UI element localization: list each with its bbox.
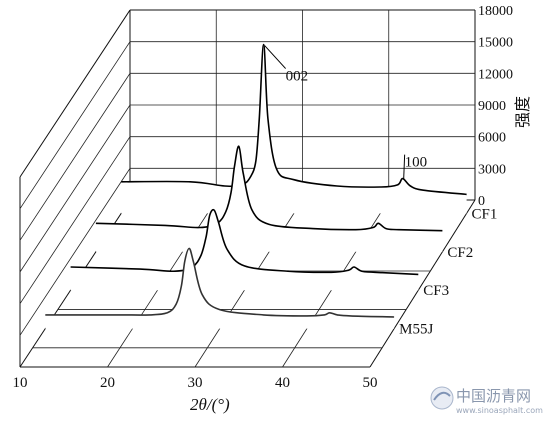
series-label-cf1: CF1: [472, 206, 498, 222]
x-tick-label: 40: [275, 375, 290, 391]
watermark-logo-icon-arc: [433, 391, 451, 401]
series-line-m55j: [45, 247, 395, 318]
y-tick-label: 9000: [478, 99, 506, 114]
series-mask: [45, 248, 395, 329]
side-wall-gridline: [19, 168, 131, 336]
series-mask: [95, 146, 443, 252]
watermark-title: 中国沥青网: [456, 387, 531, 405]
x-tick-label: 10: [13, 375, 28, 391]
x-axis-title: 2θ/(°): [190, 395, 230, 414]
y-tick-label: 18000: [478, 4, 513, 19]
y-tick-label: 6000: [478, 131, 506, 146]
x-tick-label: 30: [188, 375, 203, 391]
watermark: 中国沥青网 www.sinoasphalt.com: [430, 386, 543, 415]
series-label-m55j: M55J: [399, 322, 433, 338]
x-tick-label: 20: [100, 375, 115, 391]
watermark-logo-icon: [430, 386, 454, 410]
series-mask: [70, 209, 419, 291]
series-curves: [45, 43, 467, 329]
chart-labels: 10 20 30 40 50 0 3000 6000 9000 12000 15000 18000 CF…: [13, 4, 514, 391]
y-tick-label: 15000: [478, 36, 513, 51]
y-tick-label: 0: [478, 194, 485, 209]
series-line-cf1: [121, 43, 467, 196]
side-wall-top-edge: [19, 9, 131, 178]
series-mask: [121, 44, 467, 214]
side-wall-gridline: [19, 73, 131, 241]
x-tick-label: 50: [363, 375, 378, 391]
series-label-cf2: CF2: [447, 245, 473, 261]
side-wall-gridline: [19, 136, 131, 304]
floor-right-edge: [369, 199, 476, 368]
watermark-url: www.sinoasphalt.com: [456, 406, 543, 415]
side-wall-gridline: [19, 41, 131, 209]
peak-annotation-002: 002: [286, 69, 309, 85]
y-tick-label: 12000: [478, 67, 513, 82]
y-axis-title: 强度: [514, 96, 532, 128]
side-wall-gridline: [19, 104, 131, 273]
series-label-cf3: CF3: [423, 283, 449, 299]
annotation-leader: [264, 45, 286, 69]
peak-annotation-100: 100: [405, 155, 428, 171]
annotation-leader: [403, 154, 406, 180]
y-tick-label: 3000: [478, 162, 506, 177]
